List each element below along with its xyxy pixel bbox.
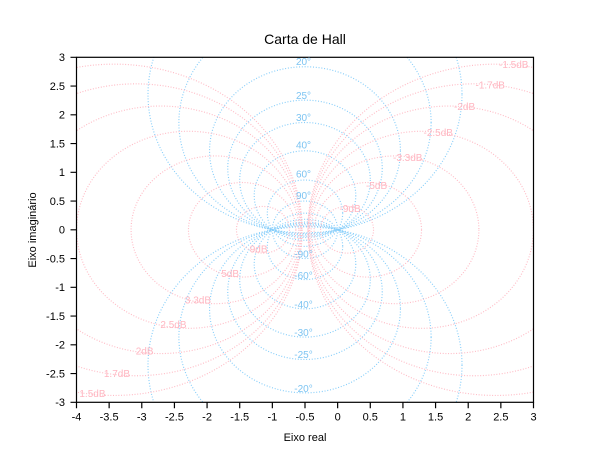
- svg-text:-1.5: -1.5: [230, 412, 249, 424]
- svg-text:-2: -2: [55, 340, 65, 352]
- svg-text:0.5: 0.5: [363, 412, 378, 424]
- svg-text:-3: -3: [137, 412, 147, 424]
- svg-text:40°: 40°: [296, 141, 311, 152]
- svg-text:Eixo imaginário: Eixo imaginário: [27, 192, 39, 267]
- svg-text:20°: 20°: [296, 57, 311, 68]
- svg-text:-25°: -25°: [294, 350, 312, 361]
- svg-text:1: 1: [59, 167, 65, 179]
- svg-text:-9dB: -9dB: [340, 204, 361, 215]
- svg-text:-40°: -40°: [294, 300, 312, 311]
- svg-text:2.5: 2.5: [50, 81, 65, 93]
- svg-text:25°: 25°: [296, 91, 311, 102]
- svg-text:2dB: 2dB: [136, 346, 154, 357]
- svg-text:-3.5: -3.5: [100, 412, 119, 424]
- svg-text:30°: 30°: [296, 113, 311, 124]
- svg-text:Eixo real: Eixo real: [284, 432, 327, 444]
- svg-text:-5dB: -5dB: [366, 181, 387, 192]
- svg-text:-1: -1: [55, 282, 65, 294]
- svg-text:-1: -1: [267, 412, 277, 424]
- svg-text:0.5: 0.5: [50, 196, 65, 208]
- svg-text:-1.5dB: -1.5dB: [499, 60, 529, 71]
- svg-text:3: 3: [59, 52, 65, 64]
- svg-text:-3: -3: [55, 397, 65, 409]
- svg-text:5dB: 5dB: [221, 269, 239, 280]
- svg-text:-90°: -90°: [294, 250, 312, 261]
- svg-text:-4: -4: [72, 412, 82, 424]
- svg-text:9dB: 9dB: [250, 245, 268, 256]
- svg-text:Carta de Hall: Carta de Hall: [264, 31, 346, 47]
- svg-text:90°: 90°: [296, 191, 311, 202]
- svg-text:1.5: 1.5: [428, 412, 443, 424]
- svg-text:-2: -2: [202, 412, 212, 424]
- svg-text:-2.5: -2.5: [165, 412, 184, 424]
- svg-text:3: 3: [530, 412, 536, 424]
- svg-text:2: 2: [59, 110, 65, 122]
- svg-text:-1.5: -1.5: [46, 311, 65, 323]
- svg-text:-2.5dB: -2.5dB: [424, 128, 454, 139]
- svg-text:-0.5: -0.5: [296, 412, 315, 424]
- svg-text:60°: 60°: [296, 170, 311, 181]
- svg-text:-1.7dB: -1.7dB: [476, 81, 506, 92]
- svg-text:0: 0: [59, 225, 65, 237]
- svg-text:-2.5: -2.5: [46, 368, 65, 380]
- svg-text:-20°: -20°: [294, 384, 312, 395]
- svg-text:1: 1: [400, 412, 406, 424]
- svg-text:0: 0: [335, 412, 341, 424]
- svg-text:-0.5: -0.5: [46, 253, 65, 265]
- svg-text:-30°: -30°: [294, 328, 312, 339]
- svg-text:1.5dB: 1.5dB: [79, 389, 105, 400]
- svg-text:3.3dB: 3.3dB: [185, 296, 211, 307]
- svg-text:1.7dB: 1.7dB: [104, 369, 130, 380]
- svg-text:2.5: 2.5: [493, 412, 508, 424]
- svg-text:1.5: 1.5: [50, 138, 65, 150]
- svg-text:-3.3dB: -3.3dB: [393, 153, 423, 164]
- svg-text:-2dB: -2dB: [454, 102, 475, 113]
- svg-text:-60°: -60°: [294, 271, 312, 282]
- svg-text:2: 2: [465, 412, 471, 424]
- svg-text:2.5dB: 2.5dB: [160, 320, 186, 331]
